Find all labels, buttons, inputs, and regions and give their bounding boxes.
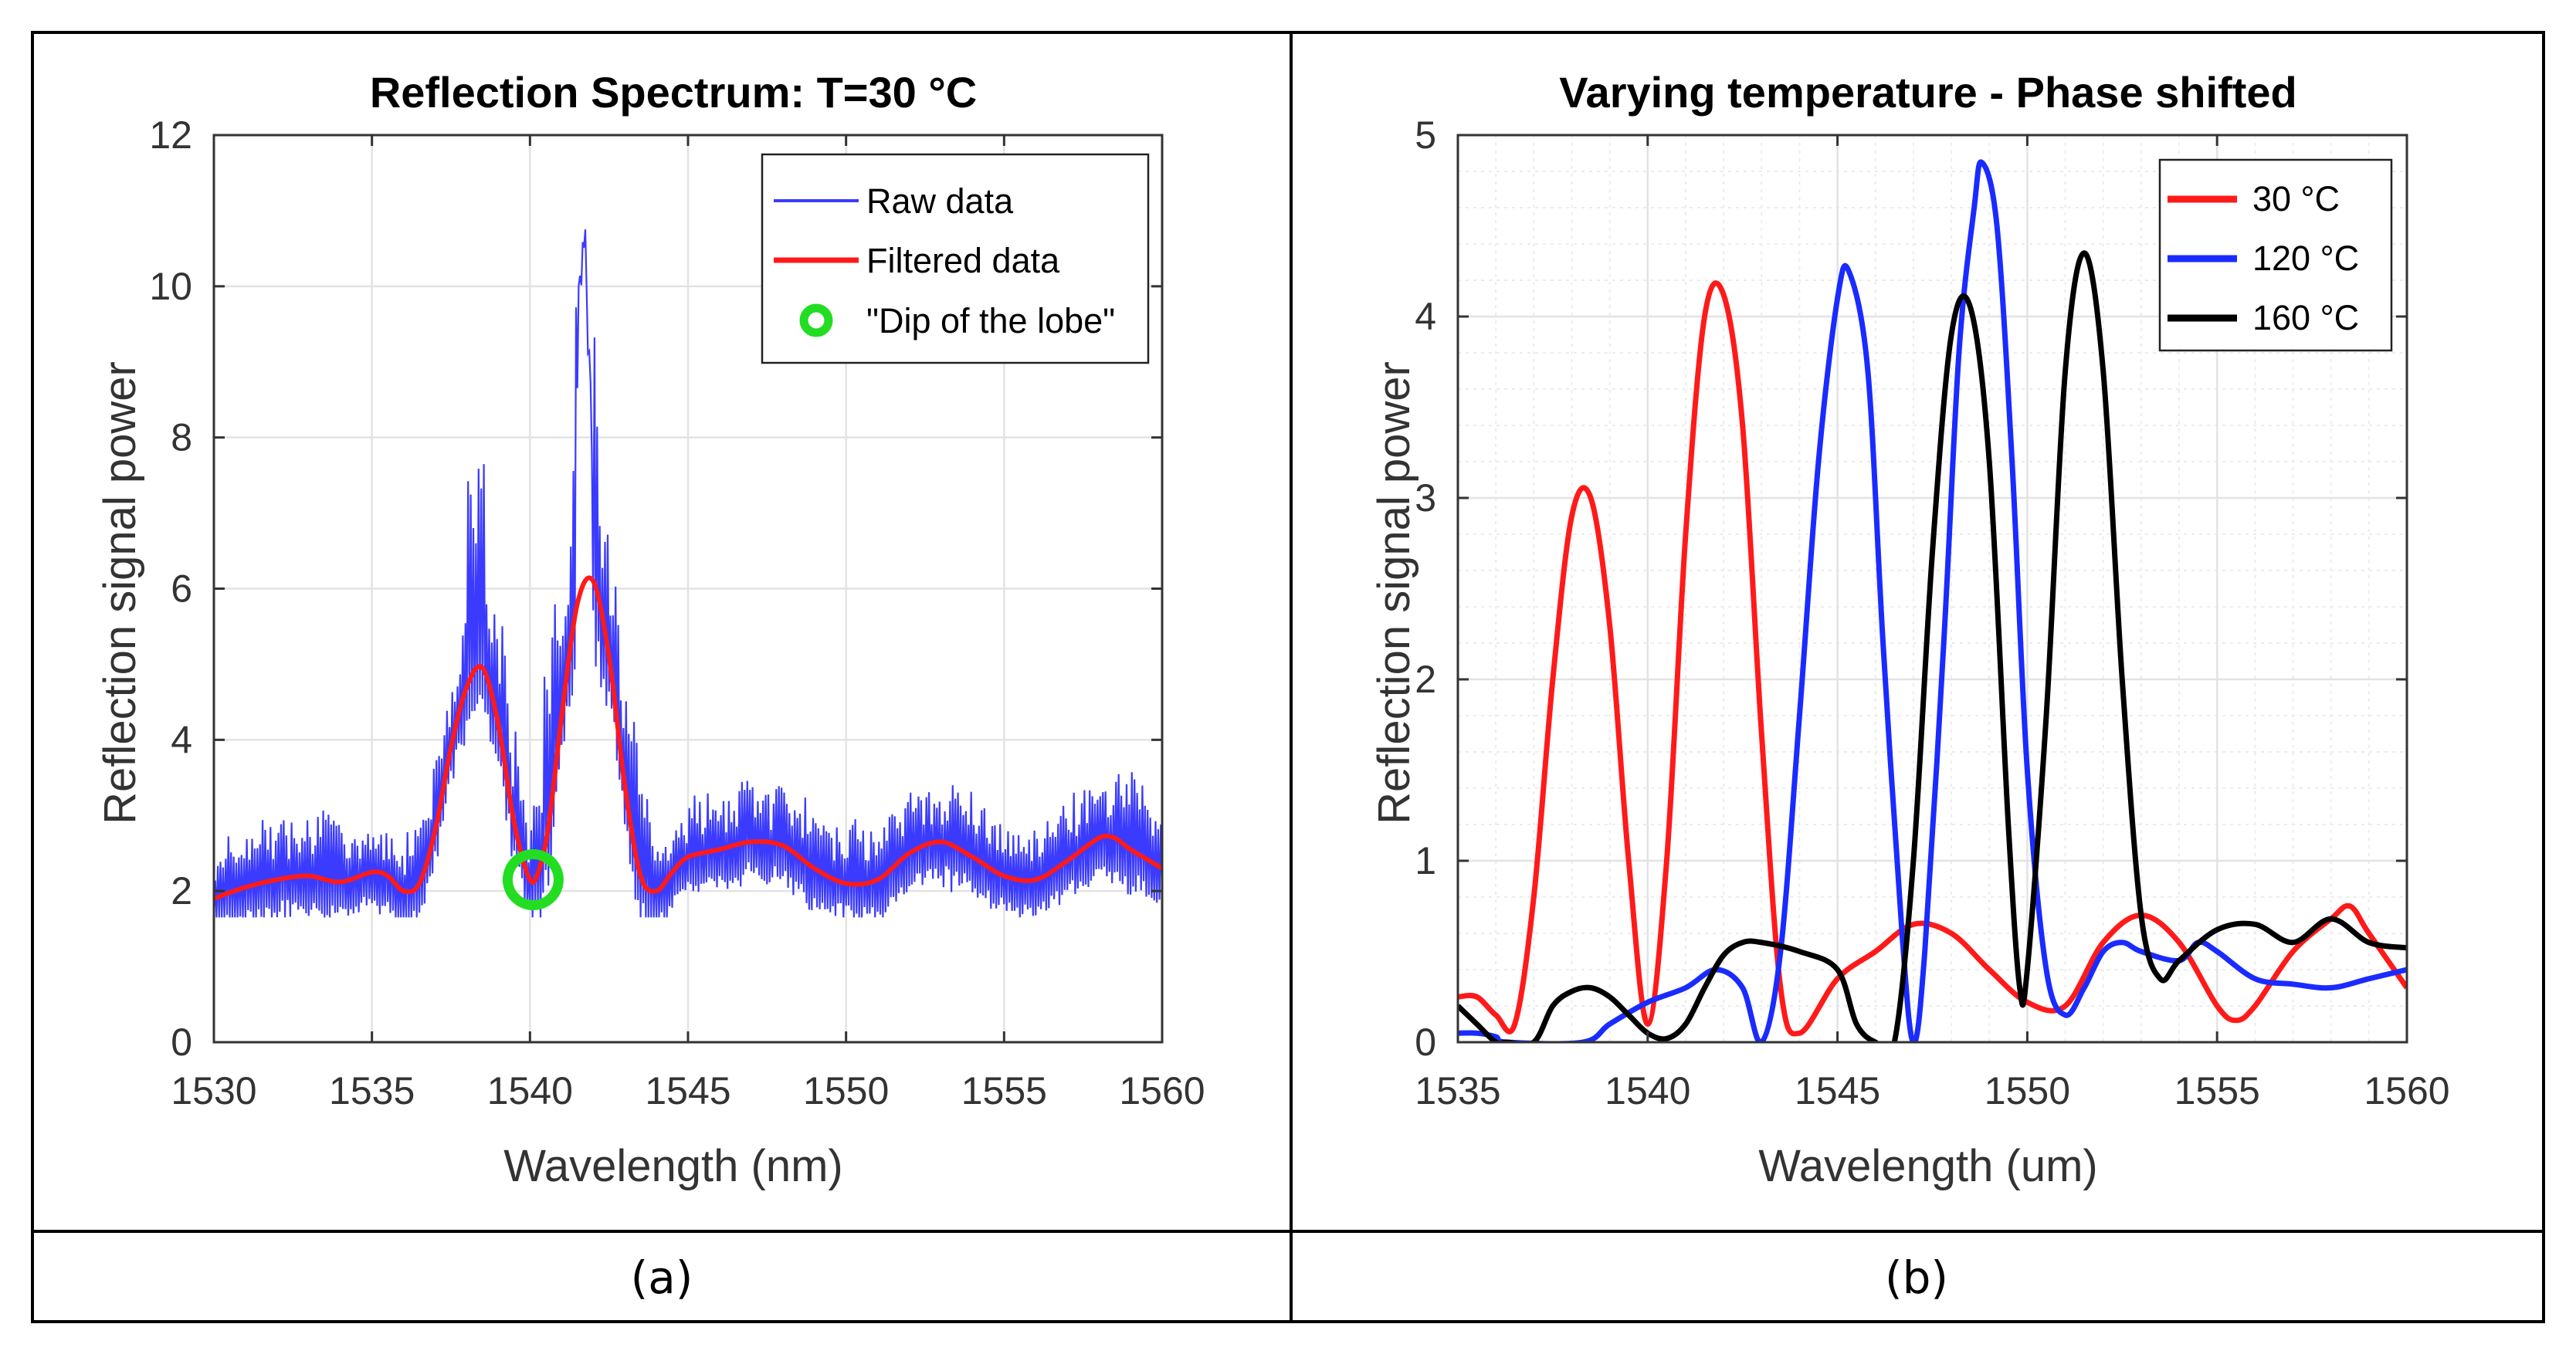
y-tick-label: 8 (171, 416, 192, 459)
x-tick-label: 1560 (1119, 1069, 1205, 1112)
chart-a-xlabel: Wavelength (nm) (503, 1141, 842, 1191)
x-tick-label: 1540 (487, 1069, 573, 1112)
legend-b-120-label: 120 °C (2252, 239, 2359, 278)
chart-b-title: Varying temperature - Phase shifted (1559, 68, 2296, 117)
series-filtered-data (212, 575, 1164, 901)
plot-frame (1456, 134, 2408, 1044)
chart-a-legend: Raw data Filtered data "Dip of the lobe" (761, 153, 1150, 364)
x-tick-label: 1550 (1985, 1069, 2070, 1112)
series-30c (1458, 280, 2407, 1037)
chart-b-legend: 30 °C 120 °C 160 °C (2158, 158, 2393, 352)
panel-b: Varying temperature - Phase shifted Wave… (1369, 68, 2450, 1191)
x-tick-label: 1555 (961, 1069, 1047, 1112)
x-tick-label: 1545 (1795, 1069, 1880, 1112)
x-tick-label: 1545 (645, 1069, 730, 1112)
legend-a-dip-label: "Dip of the lobe" (866, 301, 1115, 340)
x-tick-label: 1540 (1605, 1069, 1690, 1112)
chart-a-title: Reflection Spectrum: T=30 °C (370, 68, 977, 117)
x-tick-label: 1560 (2364, 1069, 2449, 1112)
series-120c (1458, 159, 2407, 1042)
y-tick-label: 0 (171, 1021, 192, 1064)
y-tick-label: 1 (1415, 839, 1436, 882)
x-tick-label: 1555 (2174, 1069, 2260, 1112)
series-raw-data (212, 229, 1164, 918)
dip-of-lobe-marker (502, 848, 564, 910)
y-tick-label: 2 (1415, 658, 1436, 701)
y-tick-label: 4 (171, 718, 192, 761)
x-tick-label: 1535 (329, 1069, 415, 1112)
x-tick-label: 1530 (171, 1069, 256, 1112)
y-tick-label: 12 (149, 113, 192, 157)
y-tick-label: 3 (1415, 476, 1436, 520)
y-tick-label: 0 (1415, 1021, 1436, 1064)
legend-a-raw-label: Raw data (866, 181, 1014, 221)
legend-b-160-label: 160 °C (2252, 298, 2359, 337)
figure-frame (31, 31, 2545, 1323)
caption-a: (a) (631, 1251, 693, 1304)
chart-b-xlabel: Wavelength (um) (1758, 1141, 2097, 1191)
y-tick-label: 4 (1415, 295, 1436, 338)
legend-a-dip-swatch (799, 303, 833, 337)
y-tick-label: 6 (171, 567, 192, 611)
series-160c (1458, 250, 2407, 1042)
legend-b-30-label: 30 °C (2252, 179, 2340, 218)
panel-a: Reflection Spectrum: T=30 °C Wavelength … (95, 68, 1205, 1191)
chart-a-ylabel: Reflection signal power (95, 361, 145, 824)
chart-b-ylabel: Reflection signal power (1369, 361, 1419, 824)
y-tick-label: 5 (1415, 113, 1436, 157)
legend-a-filtered-label: Filtered data (866, 241, 1060, 280)
y-tick-label: 2 (171, 869, 192, 913)
y-tick-label: 10 (149, 265, 192, 308)
x-tick-label: 1535 (1415, 1069, 1500, 1112)
caption-b: (b) (1885, 1251, 1948, 1304)
x-tick-label: 1550 (803, 1069, 889, 1112)
